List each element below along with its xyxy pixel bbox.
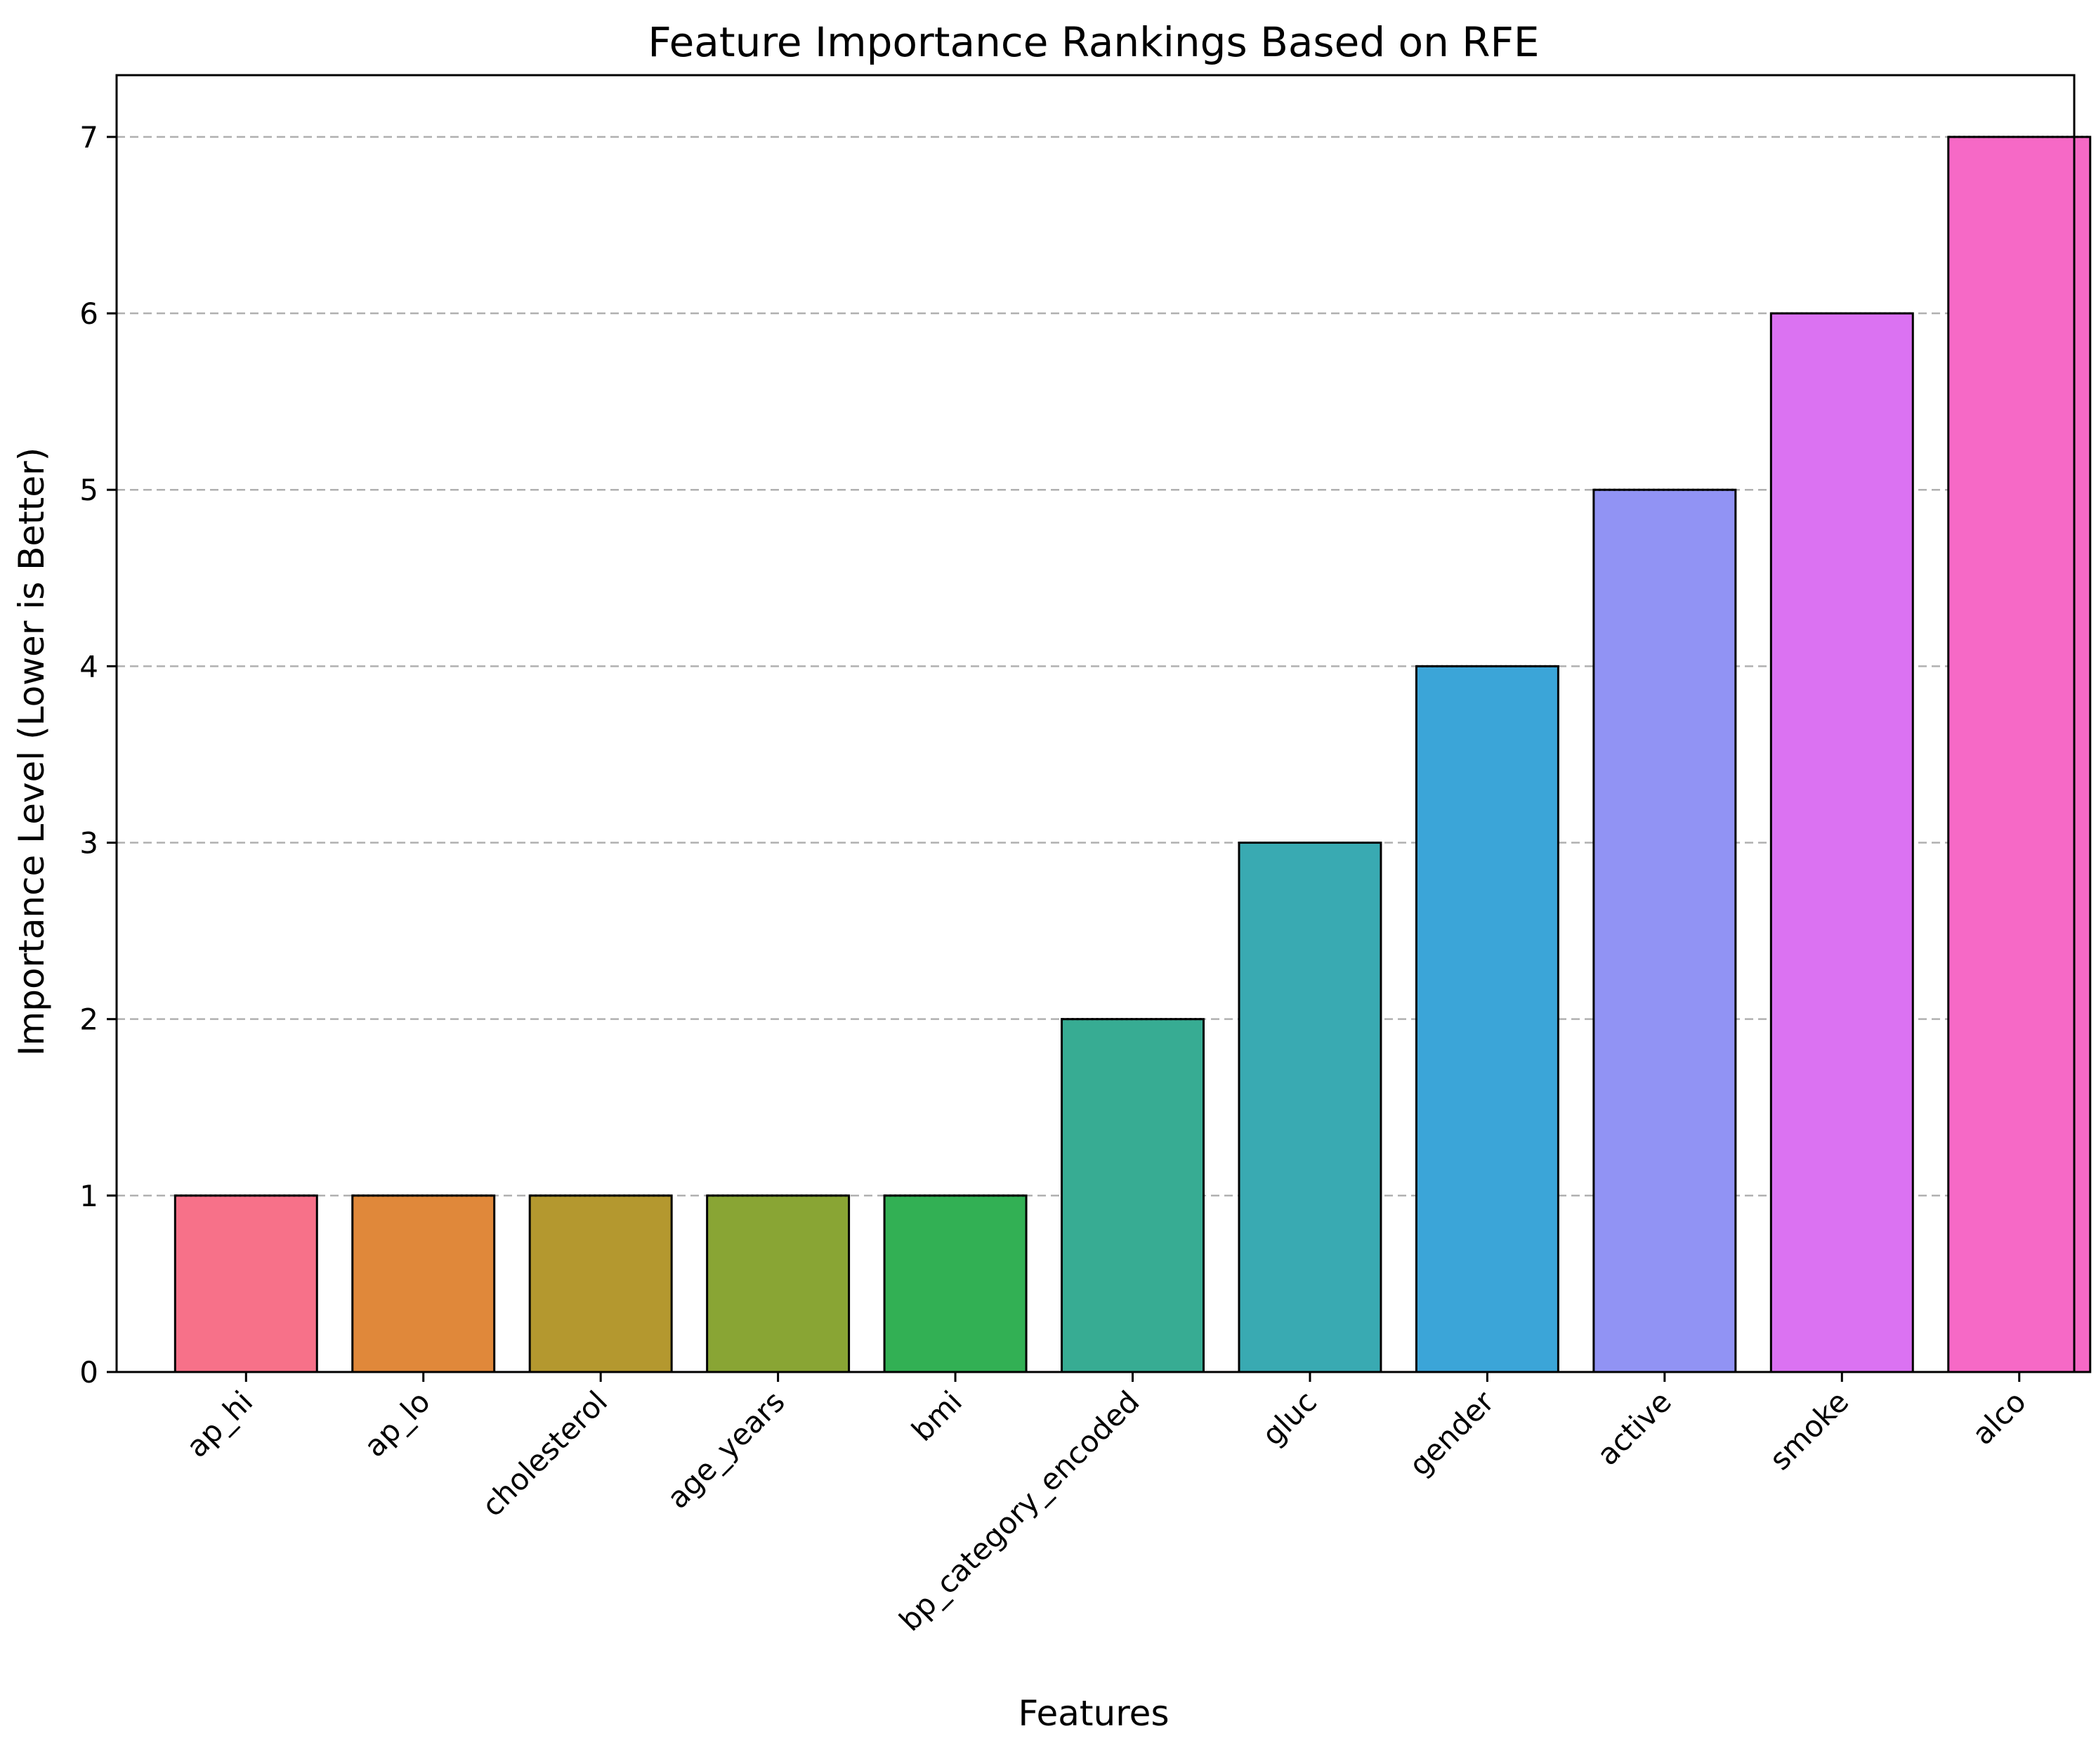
y-tick-label-4: 4 (79, 649, 98, 684)
bar-bmi (883, 1194, 1028, 1373)
x-tick-label-alco: alco (1965, 1384, 2033, 1451)
chart-title: Feature Importance Rankings Based on RFE (648, 18, 1539, 66)
x-tick-label-ap_hi: ap_hi (180, 1384, 260, 1464)
bar-ap_hi (173, 1194, 318, 1373)
x-axis-label: Features (1018, 1693, 1170, 1734)
y-tick-label-1: 1 (79, 1179, 98, 1213)
y-tick-label-5: 5 (79, 473, 98, 507)
bars (173, 136, 2092, 1373)
bar-gluc (1238, 842, 1382, 1373)
x-tick-label-gender: gender (1403, 1384, 1501, 1482)
x-axis: ap_hi ap_lo cholesterol age_years bmibp_cate… (180, 1372, 2033, 1638)
y-tick-label-0: 0 (79, 1355, 98, 1390)
y-axis: 0 1 2 3 4 5 6 7 (79, 120, 117, 1390)
x-tick-label-age_years: age_years (660, 1384, 792, 1515)
y-tick-label-3: 3 (79, 826, 98, 861)
x-tick-label-active: active (1590, 1384, 1678, 1472)
x-tick-label-ap_lo: ap_lo (358, 1384, 437, 1463)
y-tick-label-2: 2 (79, 1002, 98, 1037)
bar-age_years (706, 1194, 851, 1373)
bar-gender (1415, 665, 1559, 1373)
bar-smoke (1769, 312, 1914, 1373)
x-tick-label-smoke: smoke (1763, 1384, 1856, 1477)
bar-ap_lo (351, 1194, 496, 1373)
x-tick-label-gluc: gluc (1255, 1384, 1323, 1452)
bar-bp_category_encoded (1061, 1018, 1205, 1373)
bar-alco (1947, 136, 2092, 1373)
y-tick-label-7: 7 (79, 120, 98, 155)
bar-active (1592, 488, 1737, 1373)
x-tick-label-cholesterol: cholesterol (475, 1384, 614, 1523)
plot-frame (115, 74, 2076, 1373)
x-tick-label-bmi: bmi (905, 1384, 969, 1448)
bar-cholesterol (528, 1194, 673, 1373)
y-tick-label-6: 6 (79, 296, 98, 331)
y-axis-label: Importance Level (Lower is Better) (11, 447, 52, 1056)
